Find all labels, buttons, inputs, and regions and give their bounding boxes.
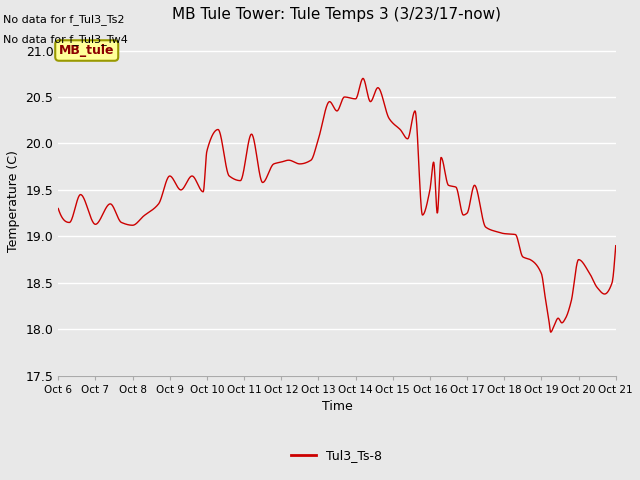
- Text: No data for f_Tul3_Ts2: No data for f_Tul3_Ts2: [3, 14, 125, 25]
- Text: MB_tule: MB_tule: [59, 44, 115, 57]
- X-axis label: Time: Time: [322, 400, 353, 413]
- Text: No data for f_Tul3_Tw4: No data for f_Tul3_Tw4: [3, 34, 128, 45]
- Y-axis label: Temperature (C): Temperature (C): [7, 151, 20, 252]
- Title: MB Tule Tower: Tule Temps 3 (3/23/17-now): MB Tule Tower: Tule Temps 3 (3/23/17-now…: [173, 7, 502, 22]
- Legend: Tul3_Ts-8: Tul3_Ts-8: [287, 444, 387, 467]
